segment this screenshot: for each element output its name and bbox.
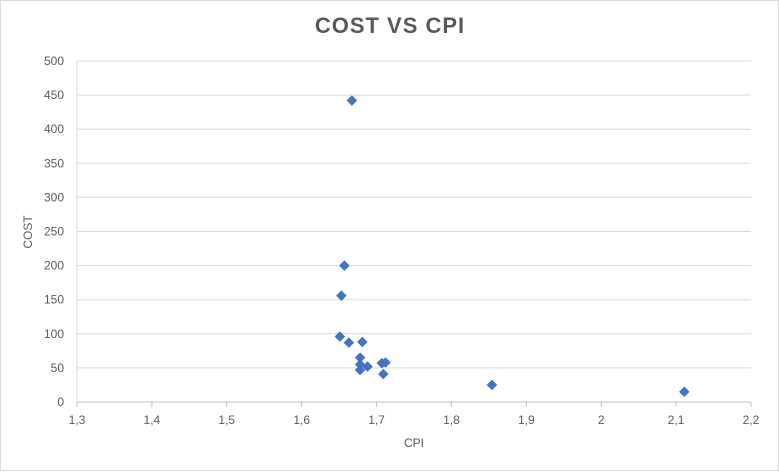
y-tick-label: 50 xyxy=(51,361,65,375)
y-tick-label: 100 xyxy=(44,327,64,341)
x-tick-labels: 1,3 1,4 1,5 1,6 1,7 1,8 1,9 2 2,1 2,2 xyxy=(69,413,760,427)
data-point xyxy=(343,337,355,349)
x-tick-label: 2 xyxy=(598,413,605,427)
x-tick-label: 1,4 xyxy=(144,413,161,427)
data-point xyxy=(338,260,350,271)
x-tick-label: 2,1 xyxy=(668,413,685,427)
y-tick-label: 400 xyxy=(44,122,64,136)
x-tick-label: 2,2 xyxy=(743,413,760,427)
data-point xyxy=(334,331,346,342)
y-tick-label: 150 xyxy=(44,293,64,307)
y-tick-label: 300 xyxy=(44,190,64,204)
data-point xyxy=(486,379,498,391)
y-tick-label: 0 xyxy=(57,395,64,409)
data-point xyxy=(354,364,366,376)
gridlines xyxy=(77,60,751,369)
x-tick-label: 1,3 xyxy=(69,413,86,427)
x-axis-title: CPI xyxy=(404,436,424,450)
data-points xyxy=(334,95,690,398)
data-point xyxy=(362,361,373,372)
data-point xyxy=(336,290,347,301)
y-tick-labels: 0 50 100 150 200 250 300 350 400 450 500 xyxy=(44,54,64,409)
data-point xyxy=(380,357,391,368)
y-tick-label: 200 xyxy=(44,259,64,273)
x-tick-label: 1,7 xyxy=(368,413,385,427)
y-tick-label: 450 xyxy=(44,88,64,102)
data-point xyxy=(346,95,358,106)
data-point xyxy=(678,386,690,398)
x-tick-label: 1,5 xyxy=(218,413,235,427)
y-tick-label: 250 xyxy=(44,225,64,239)
y-tick-label: 500 xyxy=(44,54,64,68)
x-tick-label: 1,6 xyxy=(293,413,310,427)
chart-title: COST VS CPI xyxy=(315,13,465,38)
data-point xyxy=(356,336,368,348)
axes xyxy=(76,61,752,407)
data-point xyxy=(377,368,389,380)
x-tick-label: 1,9 xyxy=(518,413,535,427)
y-axis-title: COST xyxy=(21,215,35,249)
y-tick-label: 350 xyxy=(44,156,64,170)
x-tick-label: 1,8 xyxy=(443,413,460,427)
